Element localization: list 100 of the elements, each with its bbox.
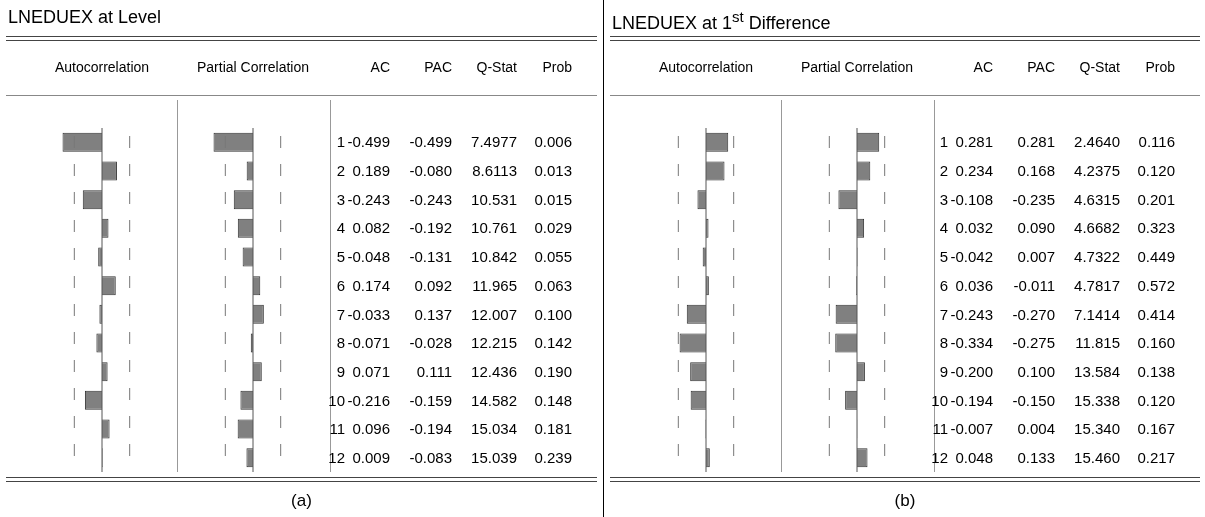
text: 0.323 bbox=[1137, 219, 1175, 238]
text: 4.6682 bbox=[1074, 219, 1120, 238]
data-label: 0.036 bbox=[955, 276, 993, 295]
data-label: -0.192 bbox=[409, 219, 452, 238]
data-label: 0.137 bbox=[414, 305, 452, 324]
data-label: 0.009 bbox=[352, 449, 390, 468]
text: 15.039 bbox=[471, 449, 517, 468]
data-label: -0.080 bbox=[409, 162, 452, 181]
data-label: 0.100 bbox=[1017, 362, 1055, 381]
data-label: -0.083 bbox=[409, 449, 452, 468]
text: 4.7817 bbox=[1074, 276, 1120, 295]
y-tick-label: 9 bbox=[939, 362, 948, 381]
data-label: -0.499 bbox=[409, 133, 452, 152]
text: 0.201 bbox=[1137, 190, 1175, 209]
y-tick-label: 7 bbox=[939, 305, 948, 324]
y-tick-label: 3 bbox=[336, 190, 345, 209]
y-tick-label: 8 bbox=[336, 334, 345, 353]
data-label: 0.048 bbox=[955, 449, 993, 468]
text: (b) bbox=[893, 491, 917, 510]
text: 11.965 bbox=[472, 276, 517, 295]
data-label: 0.111 bbox=[416, 362, 452, 381]
data-label: -0.011 bbox=[1013, 276, 1055, 295]
data-label: -0.235 bbox=[1012, 190, 1055, 209]
y-tick-label: 11 bbox=[329, 420, 345, 439]
text: Prob bbox=[542, 58, 572, 76]
text: Q-Stat bbox=[1079, 58, 1120, 76]
y-tick-label: 8 bbox=[939, 334, 948, 353]
text: 0.148 bbox=[534, 391, 572, 410]
text: Prob bbox=[1145, 58, 1175, 76]
x-axis-title: Autocorrelation bbox=[658, 59, 754, 75]
data-label: -0.042 bbox=[950, 248, 993, 267]
y-tick-label: 7 bbox=[336, 305, 345, 324]
text: 7.1414 bbox=[1074, 305, 1120, 324]
data-label: -0.150 bbox=[1012, 391, 1055, 410]
text: 8.6113 bbox=[472, 162, 517, 181]
data-label: 0.096 bbox=[352, 420, 390, 439]
data-label: -0.243 bbox=[950, 305, 993, 324]
data-label: -0.243 bbox=[409, 190, 452, 209]
data-label: 0.032 bbox=[955, 219, 993, 238]
text: 0.138 bbox=[1137, 362, 1175, 381]
y-tick-label: 11 bbox=[932, 420, 948, 439]
text: 0.160 bbox=[1137, 334, 1175, 353]
data-label: -0.007 bbox=[950, 420, 993, 439]
text: 0.013 bbox=[534, 162, 572, 181]
data-label: -0.131 bbox=[409, 248, 452, 267]
text: 0.181 bbox=[534, 420, 572, 439]
text: (a) bbox=[290, 491, 313, 510]
y-tick-label: 10 bbox=[328, 391, 345, 410]
text: 15.034 bbox=[471, 420, 517, 439]
data-label: -0.334 bbox=[950, 334, 993, 353]
text: 15.460 bbox=[1074, 449, 1120, 468]
data-label: -0.071 bbox=[347, 334, 390, 353]
text: 0.217 bbox=[1137, 449, 1175, 468]
text: PAC bbox=[424, 58, 452, 76]
data-label: 0.189 bbox=[352, 162, 390, 181]
data-label: -0.159 bbox=[409, 391, 452, 410]
y-tick-label: 10 bbox=[931, 391, 948, 410]
data-label: 0.007 bbox=[1017, 248, 1055, 267]
text: PAC bbox=[1027, 58, 1055, 76]
text: 10.842 bbox=[471, 248, 517, 267]
data-label: -0.194 bbox=[409, 420, 452, 439]
y-tick-label: 12 bbox=[931, 449, 948, 468]
data-label: 0.071 bbox=[352, 362, 390, 381]
text: 7.4977 bbox=[471, 133, 517, 152]
text: 4.6315 bbox=[1074, 190, 1120, 209]
text: Q-Stat bbox=[476, 58, 517, 76]
chart-title: LNEDUEX at 1$^{st}$ Difference bbox=[612, 8, 831, 33]
data-label: 0.090 bbox=[1017, 219, 1055, 238]
data-label: -0.108 bbox=[950, 190, 993, 209]
y-tick-label: 3 bbox=[939, 190, 948, 209]
y-tick-label: 1 bbox=[336, 133, 345, 152]
text: 2.4640 bbox=[1074, 133, 1120, 152]
text: 14.582 bbox=[471, 391, 517, 410]
data-label: -0.275 bbox=[1012, 334, 1055, 353]
text: AC bbox=[973, 58, 993, 76]
y-tick-label: 5 bbox=[336, 248, 345, 267]
text: 10.761 bbox=[471, 219, 517, 238]
y-tick-label: 4 bbox=[939, 219, 948, 238]
data-label: -0.194 bbox=[950, 391, 993, 410]
text: 10.531 bbox=[471, 190, 517, 209]
data-label: 0.004 bbox=[1017, 420, 1055, 439]
text: 0.015 bbox=[534, 190, 572, 209]
y-tick-label: 6 bbox=[939, 276, 948, 295]
data-label: 0.133 bbox=[1017, 449, 1055, 468]
text: 12.436 bbox=[471, 362, 517, 381]
data-label: 0.092 bbox=[414, 276, 452, 295]
chart-title: LNEDUEX at Level bbox=[8, 7, 162, 27]
y-tick-label: 5 bbox=[939, 248, 948, 267]
data-label: -0.270 bbox=[1012, 305, 1055, 324]
data-label: 0.281 bbox=[955, 133, 993, 152]
text: 0.190 bbox=[534, 362, 572, 381]
text: 0.120 bbox=[1137, 162, 1175, 181]
text: 0.063 bbox=[534, 276, 572, 295]
data-label: 0.281 bbox=[1017, 133, 1055, 152]
text: 0.239 bbox=[534, 449, 572, 468]
text: 0.120 bbox=[1137, 391, 1175, 410]
text: 0.116 bbox=[1138, 133, 1175, 152]
y-tick-label: 12 bbox=[328, 449, 345, 468]
text: 12.007 bbox=[471, 305, 517, 324]
text: 4.7322 bbox=[1074, 248, 1120, 267]
